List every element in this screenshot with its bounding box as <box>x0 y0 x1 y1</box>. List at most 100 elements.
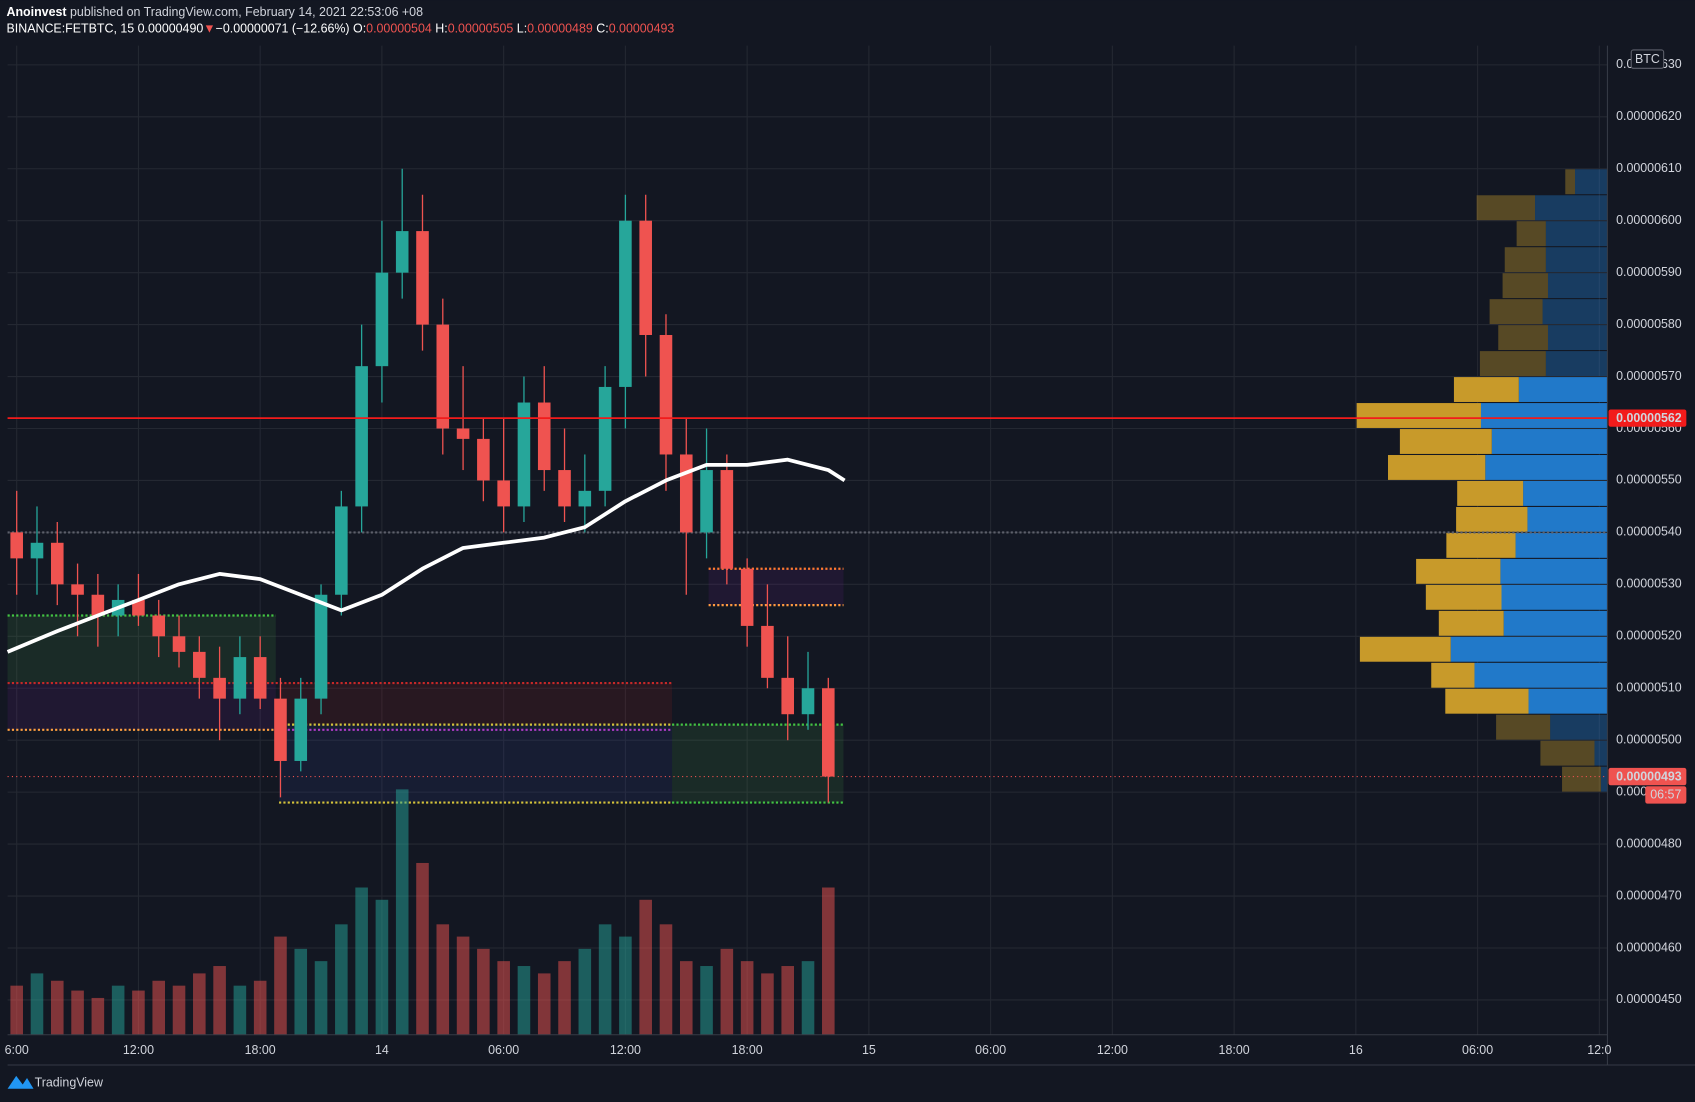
y-tick-label: 0.00000500 <box>1616 732 1682 746</box>
volume-bar <box>10 985 23 1035</box>
zone <box>7 615 276 684</box>
profile-up <box>1501 584 1608 610</box>
volume-bar <box>619 936 632 1035</box>
volume-bar <box>456 936 470 1035</box>
x-tick-label: 18:00 <box>1219 1043 1250 1057</box>
x-tick-label: 14 <box>375 1043 389 1057</box>
candle-body <box>172 636 186 652</box>
candle-body <box>477 438 490 481</box>
profile-up <box>1547 325 1608 351</box>
volume-bar <box>761 973 774 1035</box>
candle-body <box>50 542 64 585</box>
profile-up <box>1547 273 1608 299</box>
profile-up <box>1503 610 1608 636</box>
symbol: BINANCE:FETBTC, 15 <box>6 22 134 36</box>
header-line: Anoinvest published on TradingView.com, … <box>6 5 423 19</box>
zone <box>672 724 844 803</box>
candle-body <box>659 334 673 455</box>
volume-bar <box>335 924 348 1035</box>
volume-bar <box>477 948 490 1035</box>
published: published on TradingView.com, February 1… <box>70 5 423 19</box>
profile-down <box>1479 351 1546 377</box>
volume-bar <box>274 936 287 1035</box>
candle-body <box>314 594 328 699</box>
ohlc-value: 0.00000493 <box>609 22 675 36</box>
candle-body <box>740 568 754 626</box>
volume-bar <box>436 924 450 1035</box>
y-tick-label: 0.00000520 <box>1616 629 1682 643</box>
candle-body <box>517 402 531 507</box>
candle-body <box>10 532 23 559</box>
profile-down <box>1425 584 1502 610</box>
volume-bar <box>416 862 429 1035</box>
profile-down <box>1476 195 1536 221</box>
ohlc-key: O: <box>353 22 366 36</box>
volume-bar <box>598 924 612 1035</box>
candle-body <box>193 651 206 678</box>
author: Anoinvest <box>6 5 66 19</box>
y-tick-label: 0.00000580 <box>1616 317 1682 331</box>
profile-up <box>1575 169 1608 195</box>
volume-bar <box>172 985 186 1035</box>
ohlc-value: 0.00000505 <box>448 22 514 36</box>
volume-bar <box>111 985 125 1035</box>
ohlc-value: 0.00000489 <box>527 22 593 36</box>
price-label: 0.00000562 <box>1616 411 1682 425</box>
profile-up <box>1500 558 1608 584</box>
profile-up <box>1480 403 1608 428</box>
x-tick-label: 6:00 <box>5 1043 29 1057</box>
profile-down <box>1445 688 1529 714</box>
volume-bar <box>91 997 105 1035</box>
profile-up <box>1528 688 1608 714</box>
candle-body <box>700 470 713 533</box>
profile-up <box>1535 195 1608 221</box>
volume-bar <box>679 961 693 1035</box>
candle-body <box>598 386 612 491</box>
zone <box>279 683 673 725</box>
volume-bar <box>193 973 206 1035</box>
candle-body <box>213 677 226 699</box>
candle-body <box>436 324 450 429</box>
candle-body <box>253 657 267 699</box>
candle-body <box>375 272 389 367</box>
candle-body <box>822 688 835 777</box>
profile-down <box>1387 455 1486 480</box>
zones <box>7 568 844 803</box>
candle-body <box>30 542 44 559</box>
candle-body <box>619 220 632 387</box>
y-tick-label: 0.00000510 <box>1616 681 1682 695</box>
candle-body <box>395 231 409 273</box>
profile-up <box>1485 455 1608 480</box>
volume-bar <box>152 980 166 1035</box>
profile-down <box>1565 169 1576 195</box>
profile-up <box>1527 506 1608 532</box>
volume-bar <box>740 961 754 1035</box>
profile-down <box>1457 480 1524 506</box>
volume-bar <box>375 899 389 1035</box>
profile-down <box>1540 740 1595 766</box>
x-tick-label: 12:00 <box>610 1043 641 1057</box>
countdown: 06:57 <box>1650 788 1681 802</box>
candle-body <box>679 454 693 533</box>
change-arrow: ▼ <box>203 22 215 36</box>
x-tick-label: 06:00 <box>975 1043 1006 1057</box>
profile-up <box>1450 636 1608 662</box>
candle-body <box>497 480 510 507</box>
profile-down <box>1399 429 1492 454</box>
candle-body <box>335 506 348 595</box>
candle-body <box>578 490 592 507</box>
last-price: 0.00000490 <box>138 22 204 36</box>
zone <box>279 724 673 803</box>
volume-bar <box>578 948 592 1035</box>
profile-down <box>1356 403 1481 428</box>
ohlc-key: C: <box>596 22 608 36</box>
candle-body <box>416 231 429 325</box>
volume-bar <box>497 961 510 1035</box>
countdown-box <box>1645 786 1687 804</box>
volume-bar <box>700 966 713 1035</box>
profile-up <box>1474 662 1608 688</box>
volume-bar <box>517 966 531 1035</box>
